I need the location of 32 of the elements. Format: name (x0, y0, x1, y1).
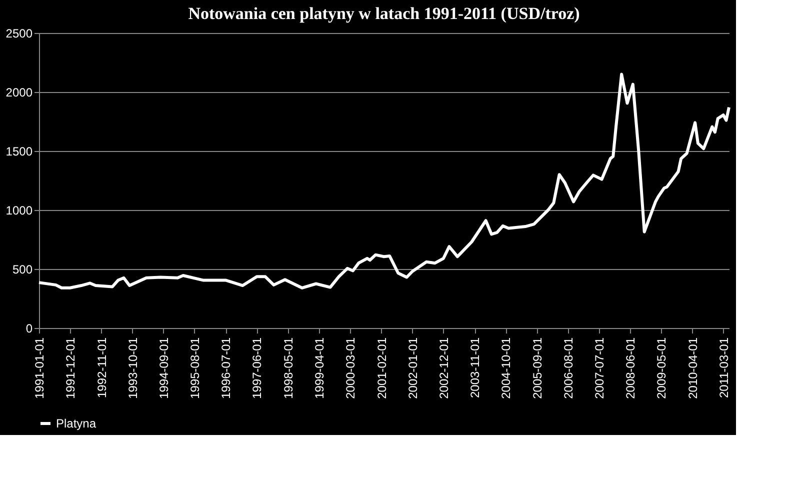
x-tick-label: 2008-06-01 (624, 337, 638, 399)
x-tick-label: 1995-08-01 (188, 337, 202, 399)
x-tick-label: 2000-03-01 (344, 337, 358, 399)
x-tick-label: 1992-11-01 (94, 337, 109, 398)
x-tick-label: 2004-10-01 (499, 337, 514, 399)
x-tick-label: 2002-12-01 (436, 337, 451, 399)
x-tick-label: 2005-09-01 (530, 337, 544, 399)
x-tick-label: 1994-09-01 (156, 337, 171, 399)
x-tick-label: 2006-08-01 (561, 337, 576, 399)
x-tick-label: 1993-10-01 (126, 337, 140, 399)
x-tick-label: 1991-01-01 (32, 337, 46, 399)
y-tick-label: 0 (26, 322, 33, 336)
x-tick-label: 1997-06-01 (250, 337, 264, 399)
x-tick-label: 2001-02-01 (374, 337, 389, 399)
y-tick-label: 500 (12, 262, 33, 276)
x-tick-label: 2011-03-01 (716, 337, 731, 398)
y-tick-label: 1000 (6, 204, 33, 218)
x-tick-label: 2010-04-01 (686, 337, 700, 399)
x-tick-label: 2007-07-01 (592, 337, 606, 399)
x-tick-label: 2002-01-01 (406, 337, 420, 399)
y-tick-label: 1500 (6, 144, 33, 158)
x-tick-label: 1999-04-01 (312, 337, 326, 399)
x-tick-label: 1996-07-01 (219, 337, 234, 399)
x-tick-label: 1991-12-01 (64, 337, 78, 399)
line-series (38, 72, 730, 290)
x-tick-label: 1998-05-01 (281, 337, 296, 399)
y-tick-label: 2500 (6, 26, 33, 40)
x-tick-label: 2009-05-01 (654, 337, 669, 399)
x-tick-label: 2003-11-01 (468, 337, 482, 398)
chart-title: Notowania cen platyny w latach 1991-2011 (USD/troz) (188, 4, 580, 23)
y-tick-label: 2000 (6, 86, 33, 100)
legend-label: Platyna (56, 416, 96, 430)
